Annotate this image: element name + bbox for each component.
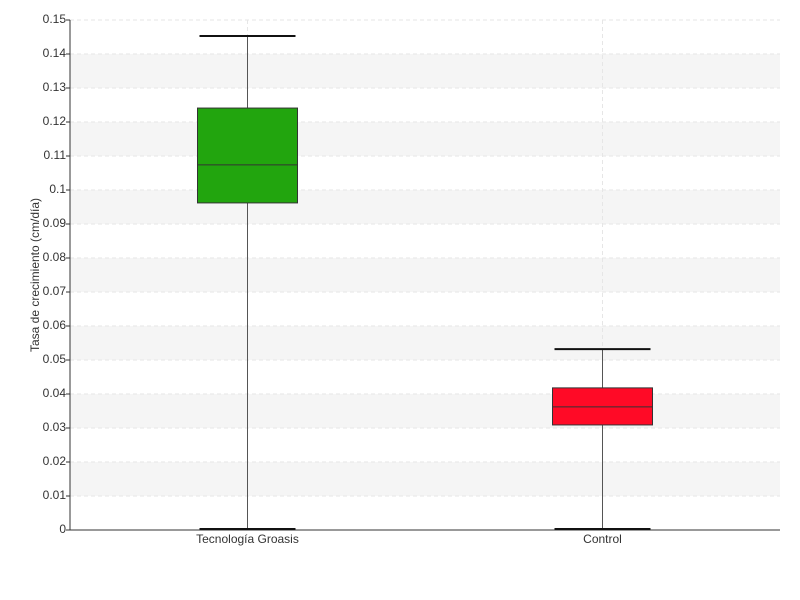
grid-band (70, 394, 780, 428)
grid-band (70, 54, 780, 88)
y-tick-label: 0.02 (43, 454, 67, 468)
y-tick-label: 0.04 (43, 386, 67, 400)
y-tick-label: 0.08 (43, 250, 67, 264)
box (552, 387, 653, 426)
y-tick-label: 0.13 (43, 80, 67, 94)
y-tick-label: 0.09 (43, 216, 67, 230)
y-tick-label: 0.03 (43, 420, 67, 434)
y-tick-label: 0.15 (43, 12, 67, 26)
y-tick-label: 0.12 (43, 114, 67, 128)
y-tick-label: 0.14 (43, 46, 67, 60)
grid-band (70, 462, 780, 496)
y-tick-label: 0.07 (43, 284, 67, 298)
y-tick-label: 0 (59, 522, 66, 536)
box (197, 107, 298, 204)
x-tick-label: Control (583, 532, 622, 546)
grid-band (70, 190, 780, 224)
grid-band (70, 122, 780, 156)
y-tick-label: 0.05 (43, 352, 67, 366)
y-tick-label: 0.1 (49, 182, 66, 196)
y-axis-label: Tasa de crecimiento (cm/día) (28, 198, 42, 352)
x-tick-label: Tecnología Groasis (196, 532, 299, 546)
grid-band (70, 258, 780, 292)
grid-band (70, 326, 780, 360)
y-tick-label: 0.01 (43, 488, 67, 502)
y-tick-label: 0.11 (44, 148, 67, 162)
y-tick-label: 0.06 (43, 318, 67, 332)
